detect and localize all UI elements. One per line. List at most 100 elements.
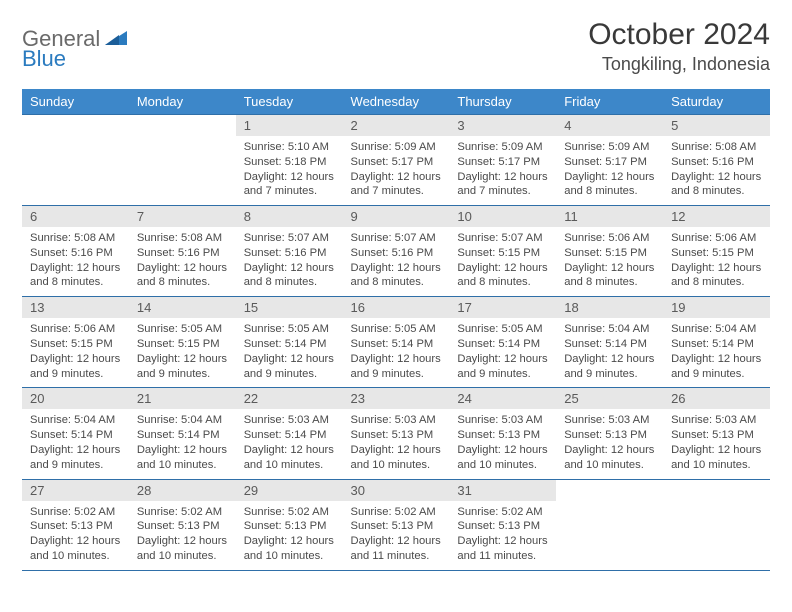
- empty-day: [663, 480, 770, 501]
- day-cell: 11Sunrise: 5:06 AMSunset: 5:15 PMDayligh…: [556, 206, 663, 297]
- day-number: 14: [129, 297, 236, 318]
- week-row: 27Sunrise: 5:02 AMSunset: 5:13 PMDayligh…: [22, 479, 770, 570]
- week-row: 1Sunrise: 5:10 AMSunset: 5:18 PMDaylight…: [22, 115, 770, 206]
- day-detail-line: Daylight: 12 hours: [30, 534, 121, 549]
- day-detail-line: and 10 minutes.: [30, 549, 121, 564]
- day-detail-line: and 8 minutes.: [137, 275, 228, 290]
- weekday-header: Wednesday: [343, 89, 450, 115]
- day-detail-line: Sunrise: 5:02 AM: [30, 505, 121, 520]
- day-cell: 6Sunrise: 5:08 AMSunset: 5:16 PMDaylight…: [22, 206, 129, 297]
- weekday-header: Saturday: [663, 89, 770, 115]
- day-number: 25: [556, 388, 663, 409]
- day-detail-line: Daylight: 12 hours: [457, 352, 548, 367]
- day-detail-line: Sunset: 5:15 PM: [137, 337, 228, 352]
- day-detail-line: Sunset: 5:13 PM: [30, 519, 121, 534]
- day-detail-line: Sunset: 5:14 PM: [244, 337, 335, 352]
- day-detail-line: Sunset: 5:15 PM: [671, 246, 762, 261]
- day-cell: 23Sunrise: 5:03 AMSunset: 5:13 PMDayligh…: [343, 388, 450, 479]
- day-cell: 24Sunrise: 5:03 AMSunset: 5:13 PMDayligh…: [449, 388, 556, 479]
- day-detail-line: Sunrise: 5:05 AM: [351, 322, 442, 337]
- day-detail-line: and 10 minutes.: [457, 458, 548, 473]
- day-details: Sunrise: 5:09 AMSunset: 5:17 PMDaylight:…: [556, 136, 663, 205]
- day-detail-line: Sunset: 5:14 PM: [564, 337, 655, 352]
- empty-day: [556, 480, 663, 501]
- weekday-header: Tuesday: [236, 89, 343, 115]
- day-detail-line: Sunrise: 5:06 AM: [671, 231, 762, 246]
- day-detail-line: Daylight: 12 hours: [244, 534, 335, 549]
- day-detail-line: and 9 minutes.: [671, 367, 762, 382]
- day-detail-line: Sunrise: 5:07 AM: [351, 231, 442, 246]
- day-cell: 8Sunrise: 5:07 AMSunset: 5:16 PMDaylight…: [236, 206, 343, 297]
- day-details: Sunrise: 5:08 AMSunset: 5:16 PMDaylight:…: [663, 136, 770, 205]
- day-number: 1: [236, 115, 343, 136]
- day-detail-line: Sunrise: 5:02 AM: [137, 505, 228, 520]
- calendar-table: Sunday Monday Tuesday Wednesday Thursday…: [22, 89, 770, 571]
- day-detail-line: Daylight: 12 hours: [564, 352, 655, 367]
- day-detail-line: Sunset: 5:13 PM: [671, 428, 762, 443]
- day-detail-line: Sunset: 5:18 PM: [244, 155, 335, 170]
- day-detail-line: and 10 minutes.: [244, 458, 335, 473]
- day-number: 3: [449, 115, 556, 136]
- day-detail-line: Daylight: 12 hours: [671, 261, 762, 276]
- day-detail-line: Sunset: 5:13 PM: [351, 428, 442, 443]
- day-cell: [22, 115, 129, 206]
- week-row: 13Sunrise: 5:06 AMSunset: 5:15 PMDayligh…: [22, 297, 770, 388]
- day-details: Sunrise: 5:02 AMSunset: 5:13 PMDaylight:…: [129, 501, 236, 570]
- day-detail-line: Sunset: 5:16 PM: [30, 246, 121, 261]
- day-detail-line: and 9 minutes.: [457, 367, 548, 382]
- day-detail-line: and 8 minutes.: [457, 275, 548, 290]
- day-details: Sunrise: 5:09 AMSunset: 5:17 PMDaylight:…: [449, 136, 556, 205]
- day-detail-line: Daylight: 12 hours: [671, 443, 762, 458]
- day-detail-line: Sunset: 5:17 PM: [457, 155, 548, 170]
- day-detail-line: Sunset: 5:13 PM: [564, 428, 655, 443]
- day-detail-line: Sunrise: 5:03 AM: [564, 413, 655, 428]
- day-detail-line: Sunrise: 5:08 AM: [137, 231, 228, 246]
- day-detail-line: Sunset: 5:14 PM: [244, 428, 335, 443]
- day-details: Sunrise: 5:04 AMSunset: 5:14 PMDaylight:…: [129, 409, 236, 478]
- day-number: 27: [22, 480, 129, 501]
- day-details: Sunrise: 5:07 AMSunset: 5:16 PMDaylight:…: [236, 227, 343, 296]
- weekday-header: Sunday: [22, 89, 129, 115]
- day-number: 11: [556, 206, 663, 227]
- day-detail-line: and 10 minutes.: [137, 549, 228, 564]
- day-detail-line: Sunrise: 5:03 AM: [244, 413, 335, 428]
- day-detail-line: Sunrise: 5:07 AM: [457, 231, 548, 246]
- day-number: 18: [556, 297, 663, 318]
- day-cell: 4Sunrise: 5:09 AMSunset: 5:17 PMDaylight…: [556, 115, 663, 206]
- day-number: 31: [449, 480, 556, 501]
- day-cell: 7Sunrise: 5:08 AMSunset: 5:16 PMDaylight…: [129, 206, 236, 297]
- day-cell: 29Sunrise: 5:02 AMSunset: 5:13 PMDayligh…: [236, 479, 343, 570]
- day-detail-line: Daylight: 12 hours: [137, 534, 228, 549]
- day-detail-line: Daylight: 12 hours: [564, 443, 655, 458]
- day-cell: [663, 479, 770, 570]
- day-detail-line: Sunrise: 5:02 AM: [351, 505, 442, 520]
- day-detail-line: and 11 minutes.: [351, 549, 442, 564]
- day-detail-line: Sunset: 5:13 PM: [244, 519, 335, 534]
- day-detail-line: and 8 minutes.: [244, 275, 335, 290]
- empty-day: [22, 115, 129, 136]
- day-details: Sunrise: 5:05 AMSunset: 5:15 PMDaylight:…: [129, 318, 236, 387]
- day-detail-line: Sunrise: 5:07 AM: [244, 231, 335, 246]
- day-number: 19: [663, 297, 770, 318]
- day-detail-line: Sunset: 5:13 PM: [137, 519, 228, 534]
- day-cell: 1Sunrise: 5:10 AMSunset: 5:18 PMDaylight…: [236, 115, 343, 206]
- day-detail-line: Sunset: 5:15 PM: [30, 337, 121, 352]
- day-detail-line: Daylight: 12 hours: [351, 352, 442, 367]
- day-detail-line: Sunrise: 5:02 AM: [244, 505, 335, 520]
- day-detail-line: Sunrise: 5:08 AM: [671, 140, 762, 155]
- day-number: 26: [663, 388, 770, 409]
- day-detail-line: Daylight: 12 hours: [351, 261, 442, 276]
- day-detail-line: and 9 minutes.: [351, 367, 442, 382]
- week-row: 20Sunrise: 5:04 AMSunset: 5:14 PMDayligh…: [22, 388, 770, 479]
- day-detail-line: and 9 minutes.: [137, 367, 228, 382]
- title-block: October 2024 Tongkiling, Indonesia: [588, 18, 770, 75]
- day-detail-line: Sunset: 5:15 PM: [457, 246, 548, 261]
- day-detail-line: and 9 minutes.: [564, 367, 655, 382]
- day-detail-line: Daylight: 12 hours: [457, 443, 548, 458]
- day-detail-line: Sunset: 5:16 PM: [671, 155, 762, 170]
- day-number: 24: [449, 388, 556, 409]
- day-detail-line: Daylight: 12 hours: [351, 170, 442, 185]
- day-detail-line: Sunset: 5:13 PM: [351, 519, 442, 534]
- month-title: October 2024: [588, 18, 770, 52]
- day-detail-line: Daylight: 12 hours: [457, 261, 548, 276]
